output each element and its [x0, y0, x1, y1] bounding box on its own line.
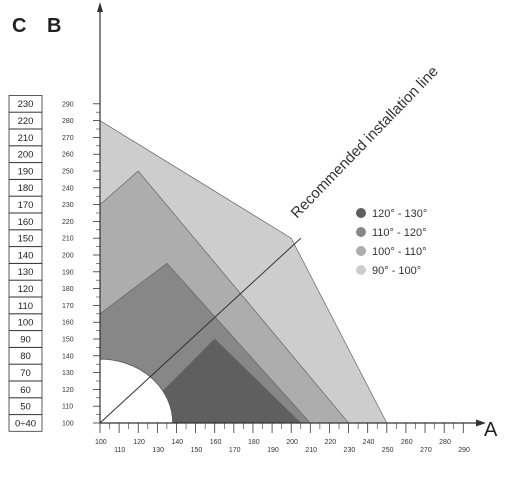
c-cell-label: 110 — [18, 301, 33, 312]
c-cell-label: 150 — [18, 234, 34, 245]
c-cell-label: 190 — [18, 166, 34, 177]
c-cell-label: 170 — [18, 200, 34, 211]
c-cell-label: 200 — [18, 150, 34, 161]
a-tick-label: 120 — [133, 439, 145, 446]
c-cell-label: 220 — [18, 116, 34, 127]
b-tick-label: 260 — [62, 152, 74, 159]
b-tick-label: 150 — [62, 337, 74, 344]
c-axis-title: C — [12, 15, 26, 37]
a-axis-title: A — [484, 419, 498, 441]
b-axis-ticks: 100 110 120 130 140 150 160 170 180 190 200 210 220 2… — [62, 101, 100, 428]
b-tick-label: 180 — [62, 286, 74, 293]
c-scale-column: 0÷40 50 60 70 80 90 100 110 120 130 140 150 160 170 18… — [8, 95, 43, 432]
legend-label-2: 110° - 120° — [372, 227, 426, 239]
c-cell-label: 50 — [20, 402, 31, 413]
a-tick-label: 130 — [152, 447, 164, 454]
a-tick-label: 220 — [324, 439, 336, 446]
installation-line — [99, 237, 302, 424]
a-tick-label: 140 — [171, 439, 183, 446]
legend-swatch-4 — [356, 265, 366, 275]
b-tick-label: 130 — [62, 370, 74, 377]
y-axis-arrow — [97, 2, 103, 12]
a-tick-label: 240 — [363, 439, 375, 446]
a-tick-label: 250 — [382, 447, 394, 454]
a-tick-label: 170 — [229, 447, 241, 454]
a-tick-label: 290 — [458, 447, 470, 454]
c-cell-label: 180 — [18, 183, 34, 194]
b-tick-label: 190 — [62, 269, 74, 276]
c-cell-label: 210 — [18, 133, 34, 144]
a-tick-label: 160 — [210, 439, 222, 446]
b-tick-label: 230 — [62, 202, 74, 209]
b-tick-label: 120 — [62, 387, 74, 394]
a-tick-label: 150 — [191, 447, 203, 454]
c-cell-label: 160 — [18, 217, 34, 228]
legend-swatch-2 — [356, 227, 366, 237]
a-tick-label: 180 — [248, 439, 260, 446]
excluded-region — [99, 358, 174, 424]
legend-swatch-3 — [356, 246, 366, 256]
c-cell — [8, 95, 43, 113]
b-tick-label: 170 — [62, 303, 74, 310]
a-tick-label: 270 — [420, 447, 432, 454]
c-cell-label: 120 — [18, 284, 34, 295]
b-tick-label: 220 — [62, 219, 74, 226]
c-cell-label: 130 — [18, 267, 34, 278]
c-cell-label: 90 — [20, 334, 31, 345]
b-tick-label: 200 — [62, 253, 74, 260]
c-cell-label: 60 — [20, 385, 31, 396]
a-tick-label: 200 — [286, 439, 298, 446]
c-cell-label: 80 — [20, 351, 31, 362]
a-tick-label: 110 — [114, 447, 125, 454]
x-axis-arrow — [476, 419, 486, 427]
installation-line-label: Recommended installation line — [288, 63, 442, 222]
legend-label-3: 100° - 110° — [372, 246, 426, 258]
a-tick-label: 230 — [344, 447, 356, 454]
b-tick-label: 140 — [62, 353, 74, 360]
b-tick-label: 240 — [62, 185, 74, 192]
a-axis-ticks: 100 110 120 130 140 150 160 170 180 190 200 210 220 2… — [95, 423, 470, 454]
c-cell-label: 140 — [18, 250, 34, 261]
b-tick-label: 160 — [62, 320, 74, 327]
b-tick-label: 280 — [62, 118, 74, 125]
legend-label-4: 90° - 100° — [372, 265, 421, 277]
b-tick-label: 100 — [62, 421, 74, 428]
c-cell-label: 0÷40 — [15, 418, 36, 429]
c-cell-label: 100 — [18, 318, 34, 329]
b-tick-label: 210 — [62, 236, 74, 243]
a-tick-label: 210 — [305, 447, 317, 454]
c-cell-label: 230 — [18, 99, 34, 110]
b-tick-label: 250 — [62, 169, 74, 176]
legend: 120° - 130° 110° - 120° 100° - 110° 90° - 1… — [356, 208, 427, 277]
legend-label-1: 120° - 130° — [372, 208, 427, 220]
b-tick-label: 290 — [62, 101, 74, 108]
b-axis-title: B — [47, 15, 61, 37]
a-tick-label: 280 — [439, 439, 451, 446]
a-tick-label: 100 — [95, 439, 107, 446]
a-tick-label: 190 — [267, 447, 279, 454]
b-tick-label: 270 — [62, 135, 74, 142]
a-tick-label: 260 — [401, 439, 413, 446]
b-tick-label: 110 — [62, 404, 73, 411]
legend-swatch-1 — [356, 208, 366, 218]
c-cell-label: 70 — [20, 368, 31, 379]
